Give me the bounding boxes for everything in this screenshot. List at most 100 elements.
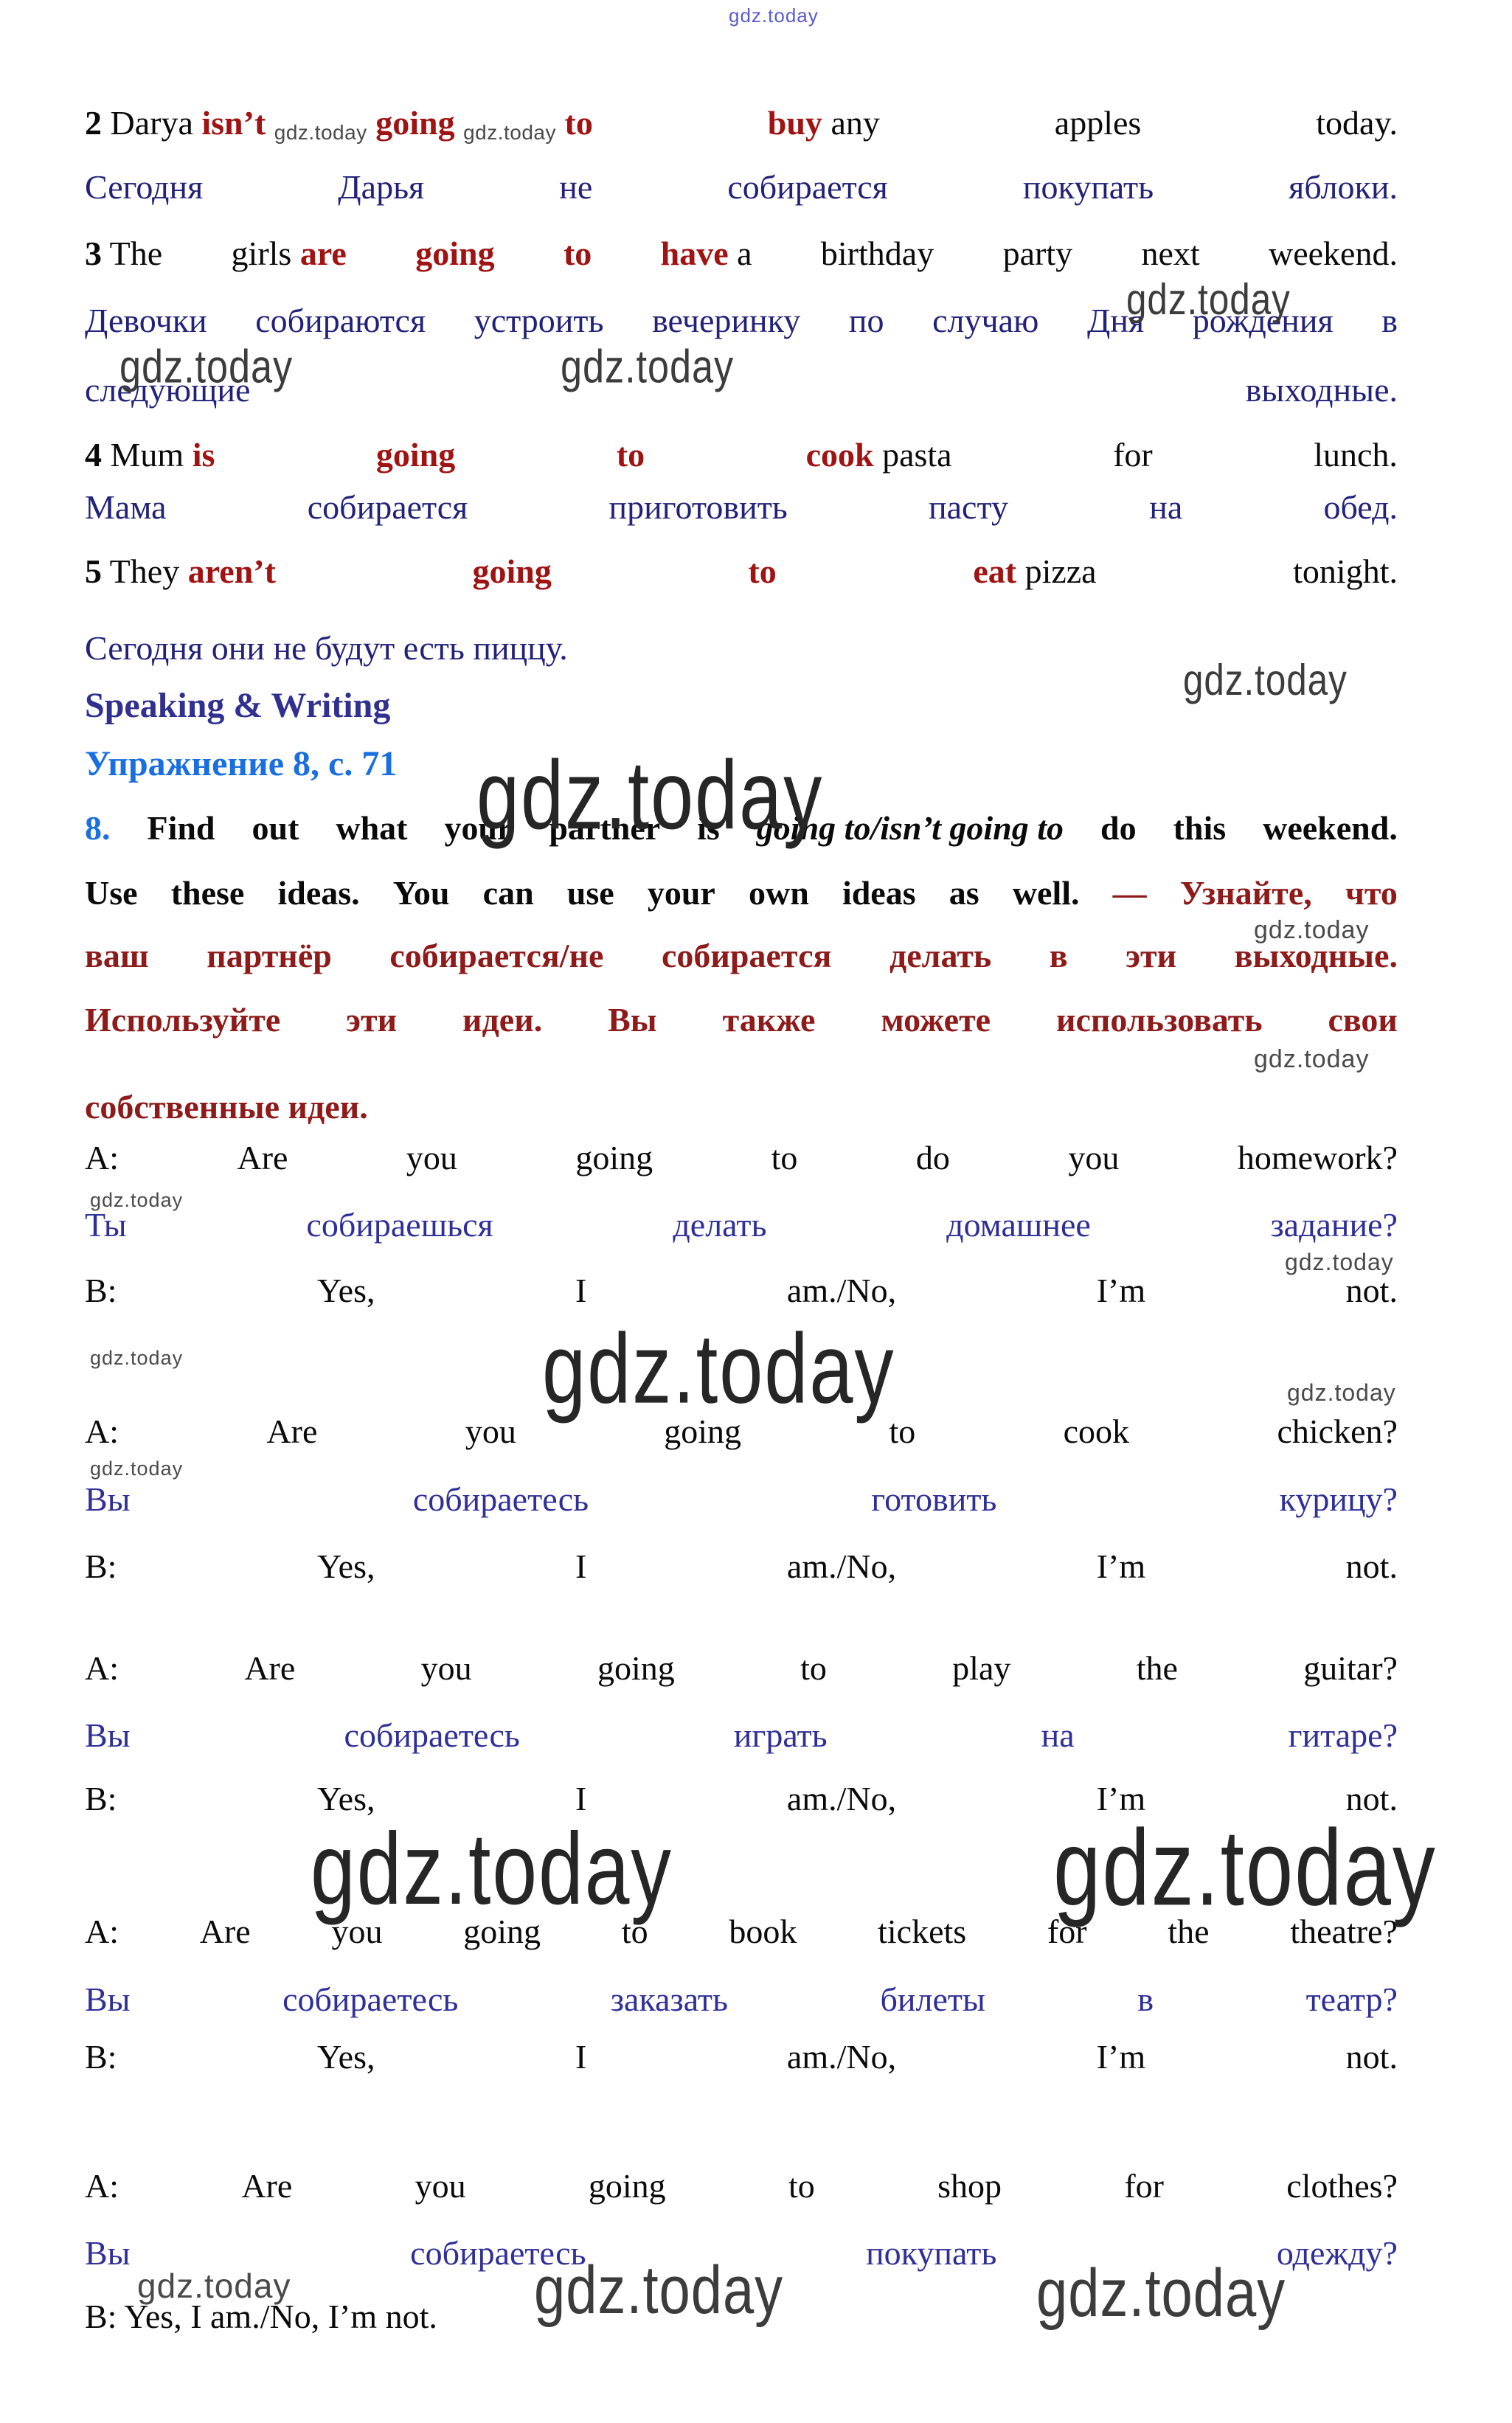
- text-segment: going: [575, 1139, 653, 1176]
- text-chunk: You: [393, 873, 450, 913]
- gdz-today-watermark: gdz.today: [1036, 2255, 1286, 2331]
- text-chunk: to: [788, 2166, 815, 2206]
- text-segment: театр?: [1305, 1980, 1398, 2018]
- text-segment: Узнайте,: [1179, 874, 1312, 912]
- text-segment: на: [1041, 1716, 1075, 1754]
- text-chunk: as: [949, 873, 979, 913]
- text-segment: собираетесь: [412, 1480, 589, 1518]
- text-chunk: not.: [1346, 1779, 1398, 1819]
- text-chunk: cook: [1064, 1412, 1129, 1452]
- text-segment: A:: [85, 1913, 119, 1950]
- text-chunk: в: [1137, 1980, 1154, 2020]
- text-chunk: B:: [85, 2037, 117, 2077]
- text-segment: Используйте: [85, 1001, 281, 1039]
- text-chunk: ваш: [85, 936, 149, 976]
- text-segment: partner: [549, 809, 661, 847]
- text-chunk: for: [1047, 1912, 1087, 1952]
- text-segment: aren’t: [187, 552, 276, 590]
- text-segment: for: [1047, 1913, 1087, 1950]
- text-segment: собираешься: [306, 1206, 493, 1244]
- text-chunk: I’m: [1097, 2037, 1145, 2077]
- text-segment: A:: [85, 1412, 119, 1450]
- text-chunk: your: [444, 808, 512, 848]
- text-segment: isn’t: [201, 104, 266, 142]
- text-segment: going: [415, 235, 495, 272]
- text-segment: собирается/не: [389, 937, 604, 974]
- text-segment: 4: [85, 436, 102, 474]
- gdz-today-watermark: gdz.today: [1285, 1249, 1394, 1275]
- text-chunk: Вы: [608, 1000, 657, 1040]
- text-segment: to: [564, 104, 593, 142]
- text-chunk: Yes,: [317, 1271, 375, 1311]
- text-chunk: Are: [237, 1138, 288, 1178]
- sentence-3-ru-2: следующие выходные.: [85, 370, 1398, 410]
- text-chunk: play: [952, 1649, 1010, 1688]
- text-segment: в: [1137, 1980, 1154, 2018]
- text-segment: well.: [1012, 874, 1080, 912]
- text-chunk: выходные.: [1235, 936, 1398, 976]
- text-chunk: одежду?: [1277, 2233, 1398, 2273]
- gdz-today-watermark: gdz.today: [90, 1347, 184, 1369]
- text-segment: not.: [1345, 1547, 1398, 1585]
- text-chunk: эти: [346, 1000, 397, 1040]
- sentence-5-en: 5 They aren’t going to eat pizza tonight.: [85, 552, 1398, 592]
- text-segment: you: [465, 1412, 516, 1450]
- text-chunk: tonight.: [1293, 552, 1398, 592]
- text-chunk: яблоки.: [1289, 167, 1398, 207]
- text-segment: A:: [85, 1139, 119, 1176]
- text-chunk: to: [617, 435, 645, 475]
- text-chunk: you: [421, 1649, 472, 1688]
- text-segment: you: [331, 1913, 383, 1950]
- text-segment: use: [566, 874, 614, 912]
- sentence-4-en: 4 Mum is going to cook pasta for lunch.: [85, 435, 1398, 475]
- text-chunk: Are: [266, 1412, 317, 1452]
- text-segment: 3: [85, 235, 102, 272]
- sentence-2-ru: Сегодня Дарья не собирается покупать яблоки.: [85, 167, 1398, 207]
- text-segment: одежду?: [1276, 2234, 1398, 2272]
- dialog3-ru: Вы собираетесь играть на гитаре?: [85, 1716, 1398, 1755]
- text-chunk: own: [749, 873, 809, 913]
- text-segment: I’m: [1096, 1547, 1146, 1585]
- text-chunk: можете: [881, 1000, 991, 1040]
- text-segment: использовать: [1056, 1001, 1263, 1039]
- text-chunk: собирается: [662, 936, 831, 976]
- text-segment: Ты: [85, 1206, 127, 1244]
- text-chunk: A:: [85, 1649, 119, 1688]
- text-chunk: I: [575, 1779, 586, 1819]
- text-segment: is: [192, 436, 215, 474]
- text-chunk: Are: [241, 2166, 292, 2206]
- text-segment: can: [482, 874, 534, 912]
- text-segment: —: [1112, 874, 1147, 912]
- text-chunk: Вы: [85, 1480, 131, 1519]
- text-segment: out: [252, 809, 299, 847]
- text-segment: 2: [85, 104, 102, 142]
- text-chunk: to: [748, 552, 776, 592]
- text-segment: B:: [85, 2038, 117, 2076]
- text-segment: buy: [767, 104, 822, 142]
- gdz-today-watermark: gdz.today: [90, 1189, 184, 1211]
- text-segment: these: [170, 874, 245, 912]
- gdz-today-watermark: gdz.today: [542, 1313, 895, 1424]
- text-chunk: well.: [1013, 873, 1080, 913]
- text-chunk: —: [1113, 873, 1147, 913]
- text-chunk: A:: [85, 1912, 119, 1952]
- gdz-today-watermark: gdz.today: [1254, 916, 1370, 944]
- text-segment: to: [800, 1649, 827, 1687]
- text-chunk: going: [664, 1412, 741, 1452]
- text-chunk: задание?: [1271, 1205, 1398, 1245]
- text-chunk: Упражнение 8, с. 71: [85, 744, 397, 783]
- text-chunk: обед.: [1323, 488, 1398, 527]
- text-chunk: going: [415, 234, 494, 274]
- text-chunk: A:: [85, 1412, 119, 1452]
- text-segment: Speaking & Writing: [85, 686, 391, 725]
- text-segment: going: [375, 436, 456, 474]
- text-segment: вечеринку: [652, 302, 801, 339]
- text-segment: cook: [805, 436, 874, 474]
- text-segment: you: [1068, 1139, 1120, 1176]
- text-chunk: do: [1100, 808, 1137, 848]
- text-chunk: Дарья: [338, 167, 424, 207]
- text-segment: party: [1002, 235, 1073, 272]
- text-segment: Сегодня они не будут есть пиццу.: [85, 629, 568, 667]
- text-chunk: these: [171, 873, 245, 913]
